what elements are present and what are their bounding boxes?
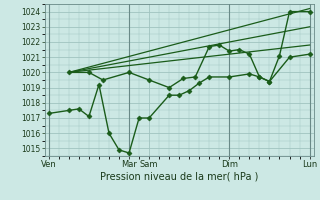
X-axis label: Pression niveau de la mer( hPa ): Pression niveau de la mer( hPa )	[100, 172, 258, 182]
